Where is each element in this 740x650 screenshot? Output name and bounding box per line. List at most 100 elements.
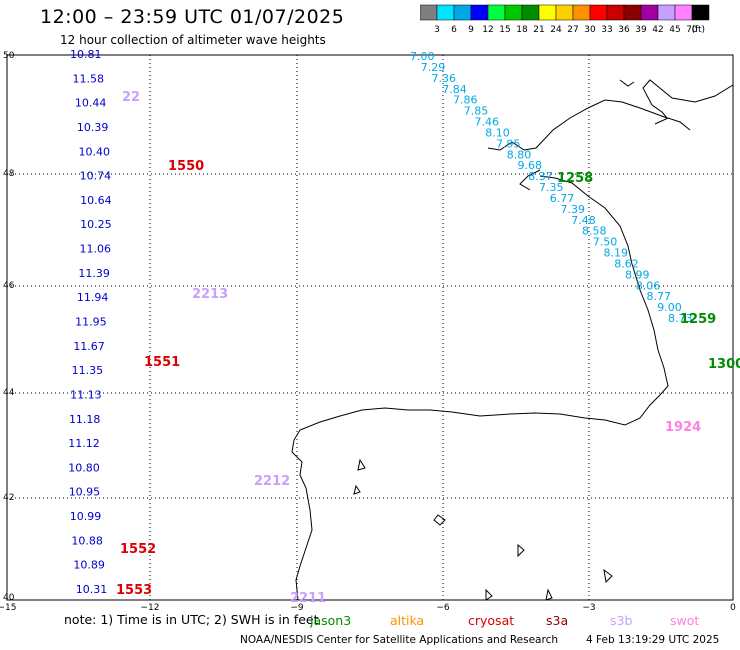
wave-height-value: 10.81 (70, 48, 102, 61)
longitude-label: −15 (0, 603, 17, 613)
wave-height-value: 10.74 (80, 170, 112, 183)
pass-number-label: 1551 (144, 355, 180, 370)
legend-bin-label: 30 (584, 25, 596, 34)
legend-bin-label: 21 (533, 25, 544, 34)
wave-height-value: 7.36 (432, 72, 457, 85)
satellite-name: s3a (546, 613, 569, 628)
wave-height-value: 11.35 (72, 364, 104, 377)
wave-height-value: 7.85 (464, 105, 489, 118)
pass-number-label: 2212 (254, 474, 290, 489)
wave-height-value: 7.00 (410, 50, 435, 63)
legend-bin-label: 6 (451, 25, 457, 34)
wave-height-value: 10.64 (80, 194, 112, 207)
wave-height-value: 10.95 (69, 486, 101, 499)
wave-height-value: 8.58 (582, 225, 607, 238)
wave-height-value: 8.77 (647, 290, 672, 303)
wave-height-color-legend: 3 6 9 12 15 18 21 24 27 30 33 36 39 42 45 70(ft) (420, 4, 710, 34)
wave-height-value: 10.99 (70, 510, 102, 523)
legend-bin-label: 24 (550, 25, 562, 34)
legend-bin-label: 15 (499, 25, 510, 34)
wave-height-value: 11.67 (73, 340, 105, 353)
wave-height-value: 10.39 (77, 121, 109, 134)
wave-height-value: 11.06 (79, 243, 111, 256)
wave-height-value: 7.39 (561, 203, 586, 216)
longitude-label: −12 (141, 603, 160, 613)
longitude-label: −6 (436, 603, 450, 613)
pass-number-label: 1258 (557, 171, 593, 186)
wave-height-value: 10.88 (71, 534, 103, 547)
wave-height-value: 7.84 (442, 83, 467, 96)
wave-height-value: 8.80 (507, 148, 532, 161)
legend-bin-label: 33 (601, 25, 612, 34)
latitude-label: 40 (3, 593, 15, 603)
wave-height-value: 7.50 (593, 236, 618, 249)
wave-height-value: 8.37 (528, 170, 553, 183)
wave-height-value: 9.68 (518, 159, 543, 172)
wave-height-value: 10.80 (68, 461, 100, 474)
latitude-label: 50 (3, 51, 15, 61)
wave-height-value: 9.00 (657, 301, 682, 314)
coastline (291, 79, 734, 601)
pass-labels: 1550 1258 2213 1551 1300 1924 2212 1552 1553 2211… (116, 90, 740, 606)
satellite-name: s3b (610, 613, 633, 628)
generated-time: 4 Feb 13:19:29 UTC 2025 (586, 634, 720, 646)
legend-bin-label: 45 (669, 25, 680, 34)
wave-height-value: 7.35 (539, 181, 564, 194)
wave-height-value: 7.46 (475, 116, 500, 129)
pass-number-label: 1259 (680, 312, 716, 327)
map-grid (7, 55, 733, 600)
wave-height-value: 7.29 (421, 61, 446, 74)
wave-height-value: 10.44 (75, 97, 107, 110)
wave-height-value: 11.18 (69, 413, 101, 426)
pass-number-label: 2211 (290, 591, 326, 606)
pass-number-label: 1550 (168, 159, 204, 174)
wave-height-value: 11.39 (78, 267, 110, 280)
longitude-label: −3 (582, 603, 595, 613)
latitude-label: 46 (3, 281, 15, 291)
satellite-name: cryosat (468, 613, 515, 628)
wave-height-value: 11.94 (77, 291, 109, 304)
map-title: 12:00 – 23:59 UTC 01/07/2025 (40, 6, 345, 28)
longitude-label: 0 (730, 603, 736, 613)
longitude-labels: −15 −12 −9 −6 −3 0 (0, 603, 736, 613)
wave-height-value: 10.31 (76, 583, 108, 596)
pass-number-label: 1552 (120, 542, 156, 557)
legend-bin-label: 18 (516, 25, 528, 34)
pass-number-label: 22 (122, 90, 140, 105)
longitude-label: −9 (290, 603, 304, 613)
wave-height-value: 8.62 (614, 257, 639, 270)
inland-water-bodies (353, 458, 613, 601)
pass-number-label: 1300 (708, 357, 740, 372)
wave-height-value: 8.73 (668, 312, 693, 325)
wave-height-value: 7.86 (453, 94, 478, 107)
legend-bin-label: 42 (652, 25, 663, 34)
latitude-label: 44 (3, 388, 15, 398)
wave-height-value: 11.13 (70, 388, 102, 401)
map-subtitle: 12 hour collection of altimeter wave hei… (60, 33, 326, 47)
latitude-label: 42 (3, 493, 14, 503)
wave-height-value: 10.25 (80, 218, 112, 231)
altimeter-tracks: 7.007.297.367.847.867.857.468.107.958.80… (68, 48, 692, 596)
wave-height-value: 10.89 (73, 559, 105, 572)
legend-units: (ft) (691, 25, 705, 34)
map-frame (6, 54, 734, 601)
wave-height-value: 8.10 (485, 126, 510, 139)
wave-height-value: 8.06 (636, 279, 661, 292)
wave-height-value: 7.95 (496, 137, 521, 150)
satellite-name: altika (390, 613, 425, 628)
satellite-name: jason3 (310, 613, 352, 628)
pass-number-label: 2213 (192, 287, 228, 302)
wave-height-value: 11.12 (68, 437, 100, 450)
satellite-name: swot (670, 613, 700, 628)
wave-height-value: 11.58 (73, 72, 105, 85)
legend-swatch (691, 4, 710, 21)
wave-height-value: 8.19 (604, 247, 629, 260)
pass-number-label: 1924 (665, 420, 701, 435)
legend-bin-label: 12 (482, 25, 493, 34)
legend-bin-label: 27 (567, 25, 578, 34)
wave-height-value: 11.95 (75, 316, 107, 329)
footer-note: note: 1) Time is in UTC; 2) SWH is in fe… (64, 612, 319, 627)
legend-bin-label: 3 (434, 25, 440, 34)
wave-height-value: 8.99 (625, 268, 650, 281)
